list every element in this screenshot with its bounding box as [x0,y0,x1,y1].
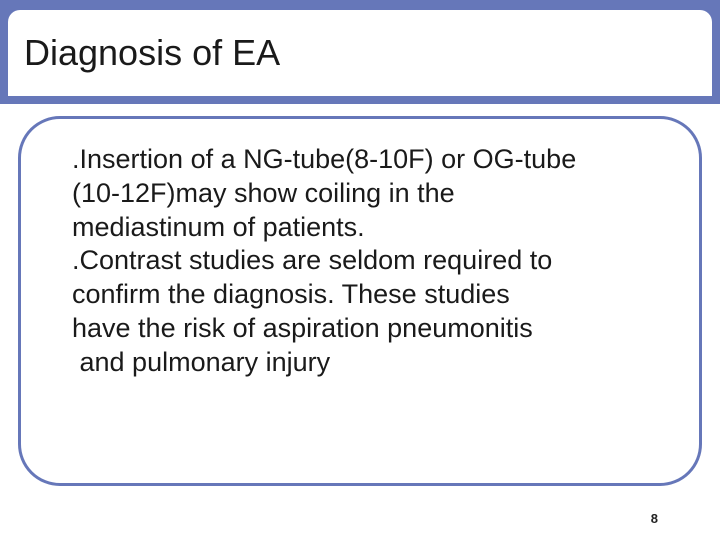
title-box: Diagnosis of EA [8,10,712,96]
body-line: and pulmonary injury [57,346,663,380]
body-line: mediastinum of patients. [57,211,663,245]
content-frame: .Insertion of a NG-tube(8-10F) or OG-tub… [18,116,702,486]
body-line: confirm the diagnosis. These studies [57,278,663,312]
page-number: 8 [651,511,658,526]
body-line: (10-12F)may show coiling in the [57,177,663,211]
body-line: .Contrast studies are seldom required to [57,244,663,278]
body-line: .Insertion of a NG-tube(8-10F) or OG-tub… [57,143,663,177]
slide-title: Diagnosis of EA [24,32,280,74]
body-line: have the risk of aspiration pneumonitis [57,312,663,346]
slide: Diagnosis of EA .Insertion of a NG-tube(… [0,0,720,540]
